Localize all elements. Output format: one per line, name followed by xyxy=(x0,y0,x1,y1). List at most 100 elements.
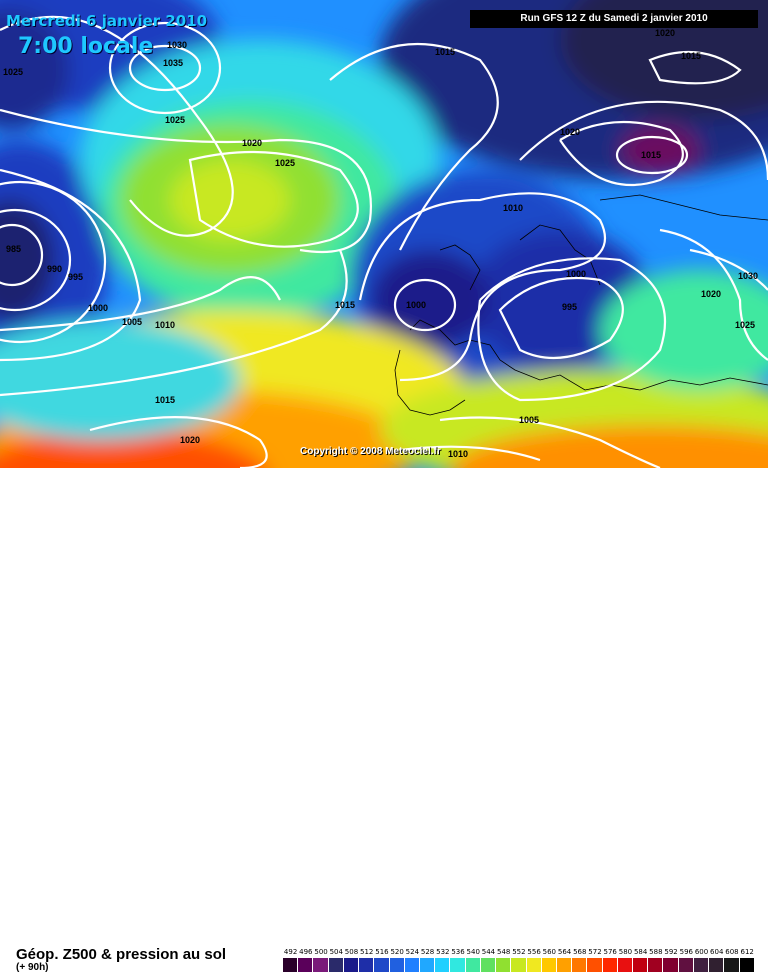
scale-swatch xyxy=(480,958,497,972)
scale-swatch xyxy=(572,958,588,972)
scale-label: 592 xyxy=(664,948,678,956)
scale-swatch xyxy=(556,958,573,972)
scale-label: 584 xyxy=(633,948,648,956)
scale-swatch xyxy=(648,958,664,972)
isobar-label: 1015 xyxy=(335,300,355,310)
forecast-time: 7:00 locale xyxy=(18,34,154,59)
isobar-label: 985 xyxy=(6,244,21,254)
scale-swatch xyxy=(693,958,710,972)
scale-label: 544 xyxy=(481,948,496,956)
geopotential-map: 1030 1035 1025 1025 1020 1025 1015 1020 … xyxy=(0,0,768,468)
scale-label: 508 xyxy=(344,948,359,956)
isobar-label: 1030 xyxy=(167,40,187,50)
scale-swatch xyxy=(435,958,451,972)
scale-label: 536 xyxy=(451,948,465,956)
isobar-label: 990 xyxy=(47,264,62,274)
isobar-label: 1030 xyxy=(738,271,758,281)
isobar-label: 1025 xyxy=(3,67,23,77)
isobar-label: 1000 xyxy=(566,269,586,279)
scale-swatch xyxy=(602,958,618,972)
scale-swatch xyxy=(450,958,466,972)
scale-swatch xyxy=(633,958,649,972)
isobar-label: 1015 xyxy=(155,395,175,405)
scale-swatch xyxy=(374,958,390,972)
scale-swatch xyxy=(359,958,375,972)
scale-swatch xyxy=(663,958,679,972)
scale-swatch xyxy=(617,958,634,972)
scale-label: 580 xyxy=(618,948,633,956)
copyright-text: Copyright © 2008 Meteociel.fr xyxy=(300,446,441,457)
scale-label: 608 xyxy=(725,948,739,956)
scale-label: 496 xyxy=(299,948,313,956)
model-run-label: Run GFS 12 Z du Samedi 2 janvier 2010 xyxy=(470,10,758,28)
forecast-date: Mercredi 6 janvier 2010 xyxy=(6,12,208,30)
scale-label: 588 xyxy=(649,948,663,956)
scale-label: 568 xyxy=(573,948,587,956)
scale-swatch xyxy=(283,958,299,972)
scale-label: 612 xyxy=(740,948,754,956)
color-scale-labels: 492 496 500 504 508 512 516 520 524 528 532 536 540 5… xyxy=(283,948,755,956)
isobar-label: 1005 xyxy=(122,317,142,327)
scale-swatch xyxy=(389,958,405,972)
scale-swatch xyxy=(298,958,314,972)
isobar-label: 1005 xyxy=(519,415,539,425)
isobar-label: 1020 xyxy=(560,127,580,137)
scale-swatch xyxy=(678,958,694,972)
isobar-label: 995 xyxy=(562,302,577,312)
scale-label: 504 xyxy=(329,948,343,956)
isobar-label: 1025 xyxy=(275,158,295,168)
scale-label: 520 xyxy=(390,948,404,956)
scale-label: 572 xyxy=(588,948,602,956)
scale-label: 524 xyxy=(405,948,420,956)
isobar-labels: 1030 1035 1025 1025 1020 1025 1015 1020 … xyxy=(3,28,758,459)
geopotential-field xyxy=(0,0,768,468)
scale-swatch xyxy=(343,958,360,972)
scale-label: 556 xyxy=(527,948,541,956)
scale-label: 548 xyxy=(496,948,511,956)
scale-swatch xyxy=(419,958,436,972)
legend-panel: Géop. Z500 & pression au sol (+ 90h) 492… xyxy=(0,468,768,973)
isobar-label: 1025 xyxy=(735,320,755,330)
isobar-label: 1025 xyxy=(165,115,185,125)
scale-label: 576 xyxy=(603,948,617,956)
scale-label: 528 xyxy=(420,948,435,956)
scale-swatch xyxy=(496,958,512,972)
isobar-label: 1000 xyxy=(406,300,426,310)
scale-swatch xyxy=(587,958,603,972)
scale-swatch xyxy=(724,958,740,972)
isobar-label: 1000 xyxy=(88,303,108,313)
isobar-label: 1010 xyxy=(155,320,175,330)
isobar-label: 1010 xyxy=(448,449,468,459)
isobar-label: 995 xyxy=(68,272,83,282)
scale-swatch xyxy=(511,958,527,972)
isobar-label: 1015 xyxy=(641,150,661,160)
color-scale xyxy=(283,958,755,972)
scale-label: 596 xyxy=(679,948,693,956)
isobar-label: 1010 xyxy=(503,203,523,213)
scale-swatch xyxy=(709,958,725,972)
scale-label: 552 xyxy=(512,948,526,956)
scale-label: 600 xyxy=(694,948,709,956)
isobar-label: 1020 xyxy=(655,28,675,38)
scale-label: 500 xyxy=(314,948,328,956)
isobar-label: 1020 xyxy=(242,138,262,148)
scale-swatch xyxy=(328,958,344,972)
scale-swatch xyxy=(404,958,420,972)
isobar-label: 1020 xyxy=(180,435,200,445)
isobar-label: 1020 xyxy=(701,289,721,299)
scale-label: 492 xyxy=(283,948,298,956)
legend-forecast-hour: (+ 90h) xyxy=(16,962,49,973)
scale-label: 604 xyxy=(710,948,724,956)
isobar-label: 1015 xyxy=(681,51,701,61)
legend-title: Géop. Z500 & pression au sol xyxy=(16,946,227,963)
scale-swatch xyxy=(313,958,329,972)
scale-label: 512 xyxy=(360,948,374,956)
scale-swatch xyxy=(739,958,755,972)
scale-label: 516 xyxy=(375,948,389,956)
scale-label: 540 xyxy=(466,948,480,956)
scale-swatch xyxy=(526,958,542,972)
isobars xyxy=(0,15,768,468)
scale-label: 532 xyxy=(436,948,450,956)
scale-swatch xyxy=(541,958,557,972)
